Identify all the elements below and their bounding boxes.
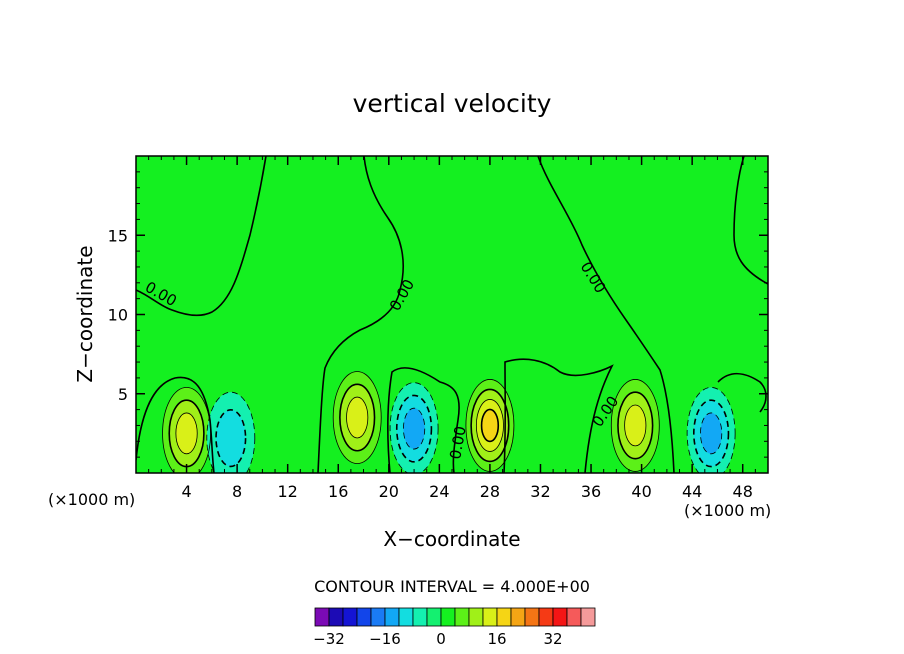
x-tick-label: 32 bbox=[530, 482, 550, 501]
zero-contour-center-right bbox=[537, 156, 675, 473]
y-tick-label: 5 bbox=[118, 385, 128, 404]
contour-line-cell bbox=[395, 394, 433, 463]
contour-line-cell bbox=[700, 412, 723, 455]
contour-fill-cell bbox=[700, 412, 722, 454]
contour-line-cell bbox=[339, 383, 376, 452]
zero-contour-center-left bbox=[317, 156, 404, 473]
contour-fill-cell bbox=[175, 412, 198, 454]
colorbar-swatch bbox=[580, 607, 596, 627]
x-tick-label: 48 bbox=[733, 482, 753, 501]
colorbar bbox=[314, 607, 596, 627]
chart-title: vertical velocity bbox=[353, 89, 552, 118]
x-unit-right: (×1000 m) bbox=[684, 501, 771, 520]
colorbar-tick-label: −32 bbox=[313, 630, 345, 648]
colorbar-swatch bbox=[370, 607, 386, 627]
colorbar-swatch bbox=[342, 607, 358, 627]
contour-line-cell bbox=[206, 391, 256, 473]
contour-line-cell bbox=[332, 371, 382, 464]
contour-line-cell bbox=[686, 386, 736, 473]
colorbar-tick-label: −16 bbox=[369, 630, 401, 648]
colorbar-swatch bbox=[566, 607, 582, 627]
y-tick-label: 10 bbox=[108, 306, 128, 325]
contour-line-cell bbox=[610, 379, 660, 472]
colorbar-swatch bbox=[314, 607, 330, 627]
x-tick-label: 36 bbox=[581, 482, 601, 501]
contour-line-cell bbox=[162, 386, 211, 473]
x-tick-label: 12 bbox=[278, 482, 298, 501]
x-axis-label: X−coordinate bbox=[383, 527, 520, 551]
colorbar-swatch bbox=[538, 607, 554, 627]
x-tick-label: 20 bbox=[379, 482, 399, 501]
contour-line-cell bbox=[346, 396, 369, 439]
colorbar-swatch bbox=[384, 607, 400, 627]
x-tick-label: 24 bbox=[429, 482, 449, 501]
contour-line-cell bbox=[215, 409, 247, 468]
contour-line-cell bbox=[624, 404, 647, 447]
colorbar-swatch bbox=[398, 607, 414, 627]
zero-contour-mid bbox=[503, 358, 614, 473]
colorbar-swatch bbox=[356, 607, 372, 627]
x-axis: 4 8 12 16 20 24 28 32 36 40 44 48 bbox=[148, 156, 756, 501]
zero-contour-low-left bbox=[136, 376, 215, 473]
colorbar-swatch bbox=[482, 607, 498, 627]
colorbar-swatch bbox=[440, 607, 456, 627]
colorbar-tick-label: 0 bbox=[436, 630, 446, 648]
colorbar-tick-labels: −32 −16 0 16 32 bbox=[313, 630, 562, 648]
contour-line-cell bbox=[175, 412, 198, 455]
contour-interval-text: CONTOUR INTERVAL = 4.000E+00 bbox=[314, 577, 590, 596]
contour-line-cell bbox=[617, 391, 654, 460]
colorbar-swatch bbox=[552, 607, 568, 627]
contour-line-cell bbox=[403, 407, 426, 450]
x-tick-label: 16 bbox=[328, 482, 348, 501]
contour-line-cell bbox=[470, 388, 510, 463]
contour-fill-cell bbox=[403, 408, 425, 450]
colorbar-swatch bbox=[496, 607, 512, 627]
colorbar-swatch bbox=[328, 607, 344, 627]
zero-contour-right bbox=[733, 156, 768, 285]
y-tick-label: 15 bbox=[108, 226, 128, 245]
colorbar-swatch bbox=[412, 607, 428, 627]
x-tick-label: 8 bbox=[232, 482, 242, 501]
zero-contour-low-right bbox=[717, 372, 767, 413]
y-axis-label: Z−coordinate bbox=[73, 245, 97, 382]
contour-line-cell bbox=[475, 399, 504, 452]
colorbar-swatch bbox=[454, 607, 470, 627]
colorbar-tick-label: 16 bbox=[487, 630, 506, 648]
contour-fill-cell bbox=[346, 397, 368, 438]
contour-line-layer bbox=[136, 156, 768, 473]
colorbar-tick-label: 32 bbox=[543, 630, 562, 648]
x-tick-label: 40 bbox=[631, 482, 651, 501]
zero-contour-low-mid bbox=[387, 367, 460, 473]
contour-line-cell bbox=[692, 399, 730, 468]
x-tick-label: 28 bbox=[480, 482, 500, 501]
contour-line-cell bbox=[389, 382, 439, 473]
zero-contour-left bbox=[136, 156, 267, 317]
x-unit-left: (×1000 m) bbox=[48, 490, 135, 509]
contour-fill-cell bbox=[216, 409, 246, 467]
contour-line-cell bbox=[480, 408, 500, 443]
contour-fill-cell bbox=[481, 409, 499, 442]
x-tick-label: 44 bbox=[682, 482, 702, 501]
colorbar-swatch bbox=[426, 607, 442, 627]
colorbar-swatch bbox=[510, 607, 526, 627]
colorbar-swatch bbox=[468, 607, 484, 627]
x-tick-label: 4 bbox=[181, 482, 191, 501]
contour-label-5: 0.00 bbox=[446, 425, 470, 461]
plot-area: 0.00 0.00 0.00 0.00 0.00 bbox=[136, 156, 768, 473]
y-axis: 5 10 15 bbox=[108, 171, 768, 458]
colorbar-swatch bbox=[524, 607, 540, 627]
contour-fill-cell bbox=[624, 405, 646, 446]
